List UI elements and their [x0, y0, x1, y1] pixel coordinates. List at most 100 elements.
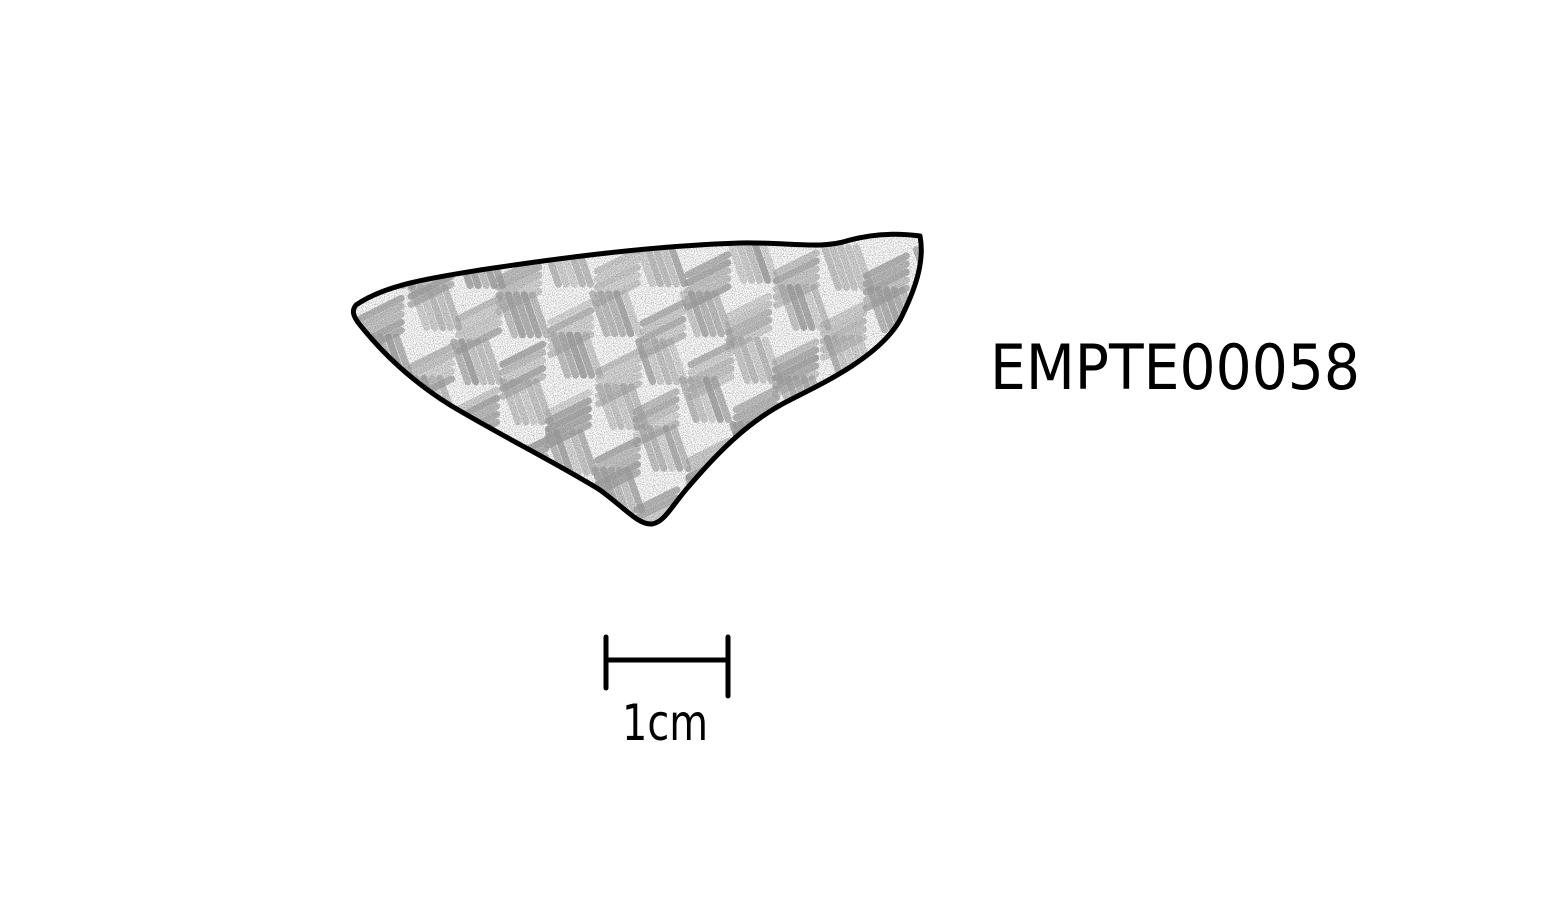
texture-stroke [411, 440, 459, 468]
texture-stroke [901, 471, 922, 519]
texture-stroke [778, 283, 800, 331]
texture-stroke [568, 428, 590, 476]
texture-stroke [512, 291, 534, 339]
texture-stroke [658, 240, 680, 288]
texture-stroke [605, 290, 627, 338]
texture-stroke [453, 386, 500, 414]
texture-stroke [867, 355, 915, 383]
texture-stroke [807, 470, 829, 518]
texture-stroke [914, 430, 922, 478]
texture-stroke [875, 565, 915, 585]
texture-stroke [917, 320, 922, 348]
texture-stroke [593, 554, 633, 574]
texture-stroke [593, 255, 641, 283]
texture-stroke [643, 338, 665, 386]
texture-stroke [732, 394, 780, 421]
texture-stroke [470, 423, 491, 471]
texture-stroke [524, 378, 546, 426]
texture-stroke [717, 475, 739, 523]
texture-stroke [914, 500, 922, 525]
texture-stroke [867, 347, 915, 375]
texture-stroke [417, 284, 439, 332]
texture-stroke [575, 514, 597, 525]
texture-stroke [727, 505, 775, 525]
texture-stroke [783, 470, 805, 518]
texture-stroke [502, 469, 550, 496]
texture-stroke [361, 242, 383, 290]
texture-stroke [727, 481, 775, 509]
texture-stroke [799, 470, 821, 518]
texture-stroke [774, 447, 822, 475]
texture-stroke [393, 242, 415, 290]
texture-stroke [863, 471, 911, 499]
sherd-fragment [350, 231, 963, 585]
texture-stroke [885, 471, 907, 519]
texture-stroke [502, 453, 550, 480]
texture-stroke [508, 378, 530, 426]
texture-stroke [595, 380, 643, 408]
texture-stroke [594, 444, 641, 472]
texture-stroke [687, 341, 735, 369]
texture-stroke [495, 263, 543, 291]
texture-stroke [867, 379, 915, 407]
texture-stroke [921, 246, 922, 294]
texture-stroke [616, 466, 637, 514]
texture-stroke [499, 348, 547, 376]
texture-stroke [772, 354, 820, 382]
texture-stroke [455, 303, 503, 331]
texture-stroke [753, 336, 775, 384]
texture-stroke [435, 470, 457, 518]
texture-stroke [385, 242, 407, 290]
texture-stroke [934, 434, 948, 474]
texture-stroke [745, 421, 767, 468]
texture-stroke [899, 378, 921, 426]
texture-stroke [544, 405, 592, 433]
texture-stroke [593, 247, 641, 275]
texture-stroke [727, 513, 775, 525]
texture-stroke [920, 513, 922, 525]
texture-stroke [646, 424, 668, 472]
texture-stroke [593, 271, 641, 299]
texture-stroke [810, 283, 832, 331]
texture-stroke [914, 484, 922, 512]
texture-stroke [774, 439, 822, 467]
texture-stroke [411, 456, 459, 484]
texture-stroke [869, 471, 891, 519]
texture-stroke [845, 243, 866, 291]
texture-stroke [545, 512, 592, 525]
texture-stroke [621, 290, 643, 338]
texture-stroke [552, 428, 574, 476]
texture-stroke [603, 383, 625, 431]
texture-stroke [558, 331, 580, 379]
texture-stroke [503, 551, 543, 571]
texture-stroke [357, 401, 405, 429]
texture-stroke [875, 378, 897, 426]
texture-stroke [545, 496, 592, 524]
texture-stroke [582, 331, 604, 379]
texture-stroke [547, 315, 595, 342]
texture-stroke [595, 383, 617, 431]
texture-stroke [883, 378, 905, 426]
texture-stroke [925, 339, 939, 379]
texture-stroke [387, 513, 409, 525]
texture-stroke [701, 475, 723, 523]
texture-stroke [520, 291, 542, 339]
texture-stroke [411, 448, 459, 476]
texture-stroke [639, 315, 687, 343]
texture-stroke [595, 364, 643, 392]
texture-stroke [817, 477, 865, 505]
texture-stroke [468, 516, 489, 525]
texture-stroke [545, 480, 592, 508]
texture-stroke [695, 290, 717, 338]
texture-stroke [949, 339, 963, 379]
texture-stroke [527, 468, 549, 516]
texture-stroke [794, 283, 816, 331]
texture-stroke [632, 420, 680, 448]
texture-stroke [942, 434, 956, 474]
texture-stroke [693, 475, 715, 523]
texture-stroke [633, 486, 681, 514]
texture-stroke [726, 236, 748, 284]
texture-stroke [359, 492, 407, 520]
texture-stroke [639, 331, 687, 359]
texture-stroke [875, 549, 915, 569]
